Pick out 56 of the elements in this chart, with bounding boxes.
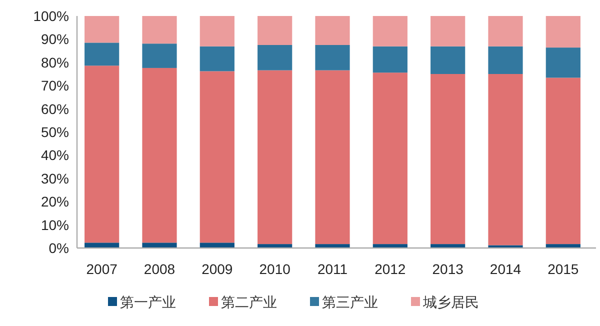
x-tick-label: 2010: [259, 261, 291, 277]
bar: [142, 242, 177, 248]
bar: [258, 45, 292, 70]
bar: [488, 74, 523, 246]
bar: [372, 46, 408, 73]
bar: [546, 78, 580, 244]
bar: [315, 70, 350, 244]
legend-label: 第三产业: [322, 294, 378, 310]
bar: [488, 16, 523, 46]
y-tick-label: 60%: [40, 100, 69, 117]
bar: [488, 245, 523, 248]
x-tick-label: 2013: [432, 261, 464, 277]
bar: [372, 16, 408, 46]
bar: [258, 70, 292, 244]
legend-label: 城乡居民: [422, 294, 479, 310]
y-tick-label: 100%: [33, 8, 69, 24]
y-tick-label: 90%: [40, 31, 69, 48]
y-tick-label: 20%: [40, 194, 69, 210]
bar: [430, 74, 466, 244]
legend-label: 第一产业: [120, 294, 176, 310]
bar: [84, 242, 120, 248]
bar: [200, 71, 234, 243]
bar: [200, 16, 234, 46]
bar: [84, 42, 120, 66]
x-tick-label: 2009: [202, 261, 233, 277]
y-tick-label: 10%: [40, 216, 69, 233]
bar: [546, 16, 580, 48]
bar: [315, 16, 350, 45]
bar: [430, 16, 466, 46]
x-tick-label: 2007: [86, 261, 118, 277]
bar: [142, 44, 177, 68]
bar: [372, 72, 408, 244]
x-tick-label: 2008: [144, 261, 176, 277]
bar: [258, 16, 292, 45]
y-tick-label: 50%: [40, 124, 69, 140]
bar: [430, 46, 466, 74]
y-tick-label: 80%: [40, 54, 69, 70]
bar: [142, 16, 177, 44]
x-tick-label: 2011: [317, 261, 348, 277]
bar: [315, 244, 350, 248]
y-tick-label: 0%: [48, 240, 69, 256]
bar: [84, 66, 120, 243]
x-tick-label: 2014: [490, 261, 522, 277]
bar: [142, 68, 177, 243]
bar: [200, 46, 234, 72]
y-tick-label: 70%: [40, 78, 69, 94]
bar: [546, 48, 580, 78]
bar: [200, 242, 234, 248]
x-tick-label: 2012: [374, 261, 406, 277]
y-tick-label: 30%: [40, 170, 69, 186]
x-tick-label: 2015: [548, 261, 579, 277]
y-tick-label: 40%: [40, 147, 69, 164]
legend-label: 第二产业: [221, 294, 277, 310]
bar: [488, 46, 523, 74]
bar: [84, 16, 120, 43]
bar: [315, 45, 350, 70]
